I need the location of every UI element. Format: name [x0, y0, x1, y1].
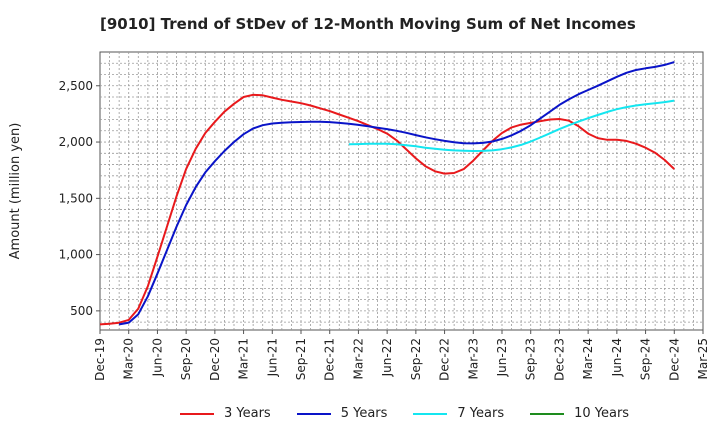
x-tick-label: Sep-24 — [639, 338, 653, 380]
x-tick-label: Sep-22 — [409, 338, 423, 380]
x-tick-label: Jun-21 — [265, 338, 279, 377]
legend-label: 7 Years — [457, 406, 505, 421]
x-tick-label: Dec-20 — [208, 338, 222, 381]
x-tick-label: Dec-21 — [323, 338, 337, 381]
x-tick-label: Sep-21 — [294, 338, 308, 380]
legend-label: 5 Years — [340, 406, 388, 421]
x-tick-label: Dec-23 — [552, 338, 566, 381]
y-tick-label: 500 — [70, 304, 93, 318]
series-line-5-years — [118, 61, 675, 326]
y-tick-label: 1,000 — [59, 248, 93, 262]
legend-label: 10 Years — [574, 406, 630, 421]
legend-item: 10 Years — [530, 406, 629, 421]
x-tick-label: Mar-24 — [581, 338, 595, 379]
legend-item: 3 Years — [180, 406, 271, 421]
legend-swatch — [296, 412, 331, 415]
x-tick-label: Jun-22 — [380, 338, 394, 377]
x-tick-label: Dec-22 — [438, 338, 452, 381]
x-tick-label: Jun-23 — [495, 338, 509, 377]
legend-swatch — [530, 412, 565, 415]
y-tick-label: 1,500 — [59, 191, 93, 205]
x-tick-label: Mar-23 — [466, 338, 480, 379]
y-tick-label: 2,000 — [59, 135, 93, 149]
x-tick-label: Sep-23 — [524, 338, 538, 380]
chart-legend: 3 Years 5 Years 7 Years 10 Years — [180, 406, 629, 421]
legend-item: 7 Years — [413, 406, 504, 421]
legend-label: 3 Years — [224, 406, 271, 421]
x-tick-label: Jun-24 — [610, 338, 624, 377]
x-tick-label: Mar-21 — [237, 338, 251, 379]
x-tick-label: Mar-20 — [122, 338, 136, 379]
x-tick-label: Dec-19 — [93, 338, 107, 381]
chart-title: [9010] Trend of StDev of 12-Month Moving… — [100, 15, 636, 33]
legend-swatch — [413, 412, 448, 415]
x-tick-label: Mar-22 — [351, 338, 365, 379]
x-tick-label: Dec-24 — [667, 338, 681, 381]
y-axis-label: Amount (million yen) — [8, 123, 23, 260]
legend-swatch — [180, 412, 214, 415]
legend-item: 5 Years — [296, 406, 388, 421]
y-tick-label: 2,500 — [59, 79, 93, 93]
series-line-7-years — [348, 99, 675, 152]
x-tick-label: Jun-20 — [150, 338, 164, 377]
series-line-3-years — [99, 93, 675, 326]
plot-frame — [99, 51, 704, 331]
x-tick-label: Sep-20 — [179, 338, 193, 380]
x-tick-label: Mar-25 — [696, 338, 710, 379]
